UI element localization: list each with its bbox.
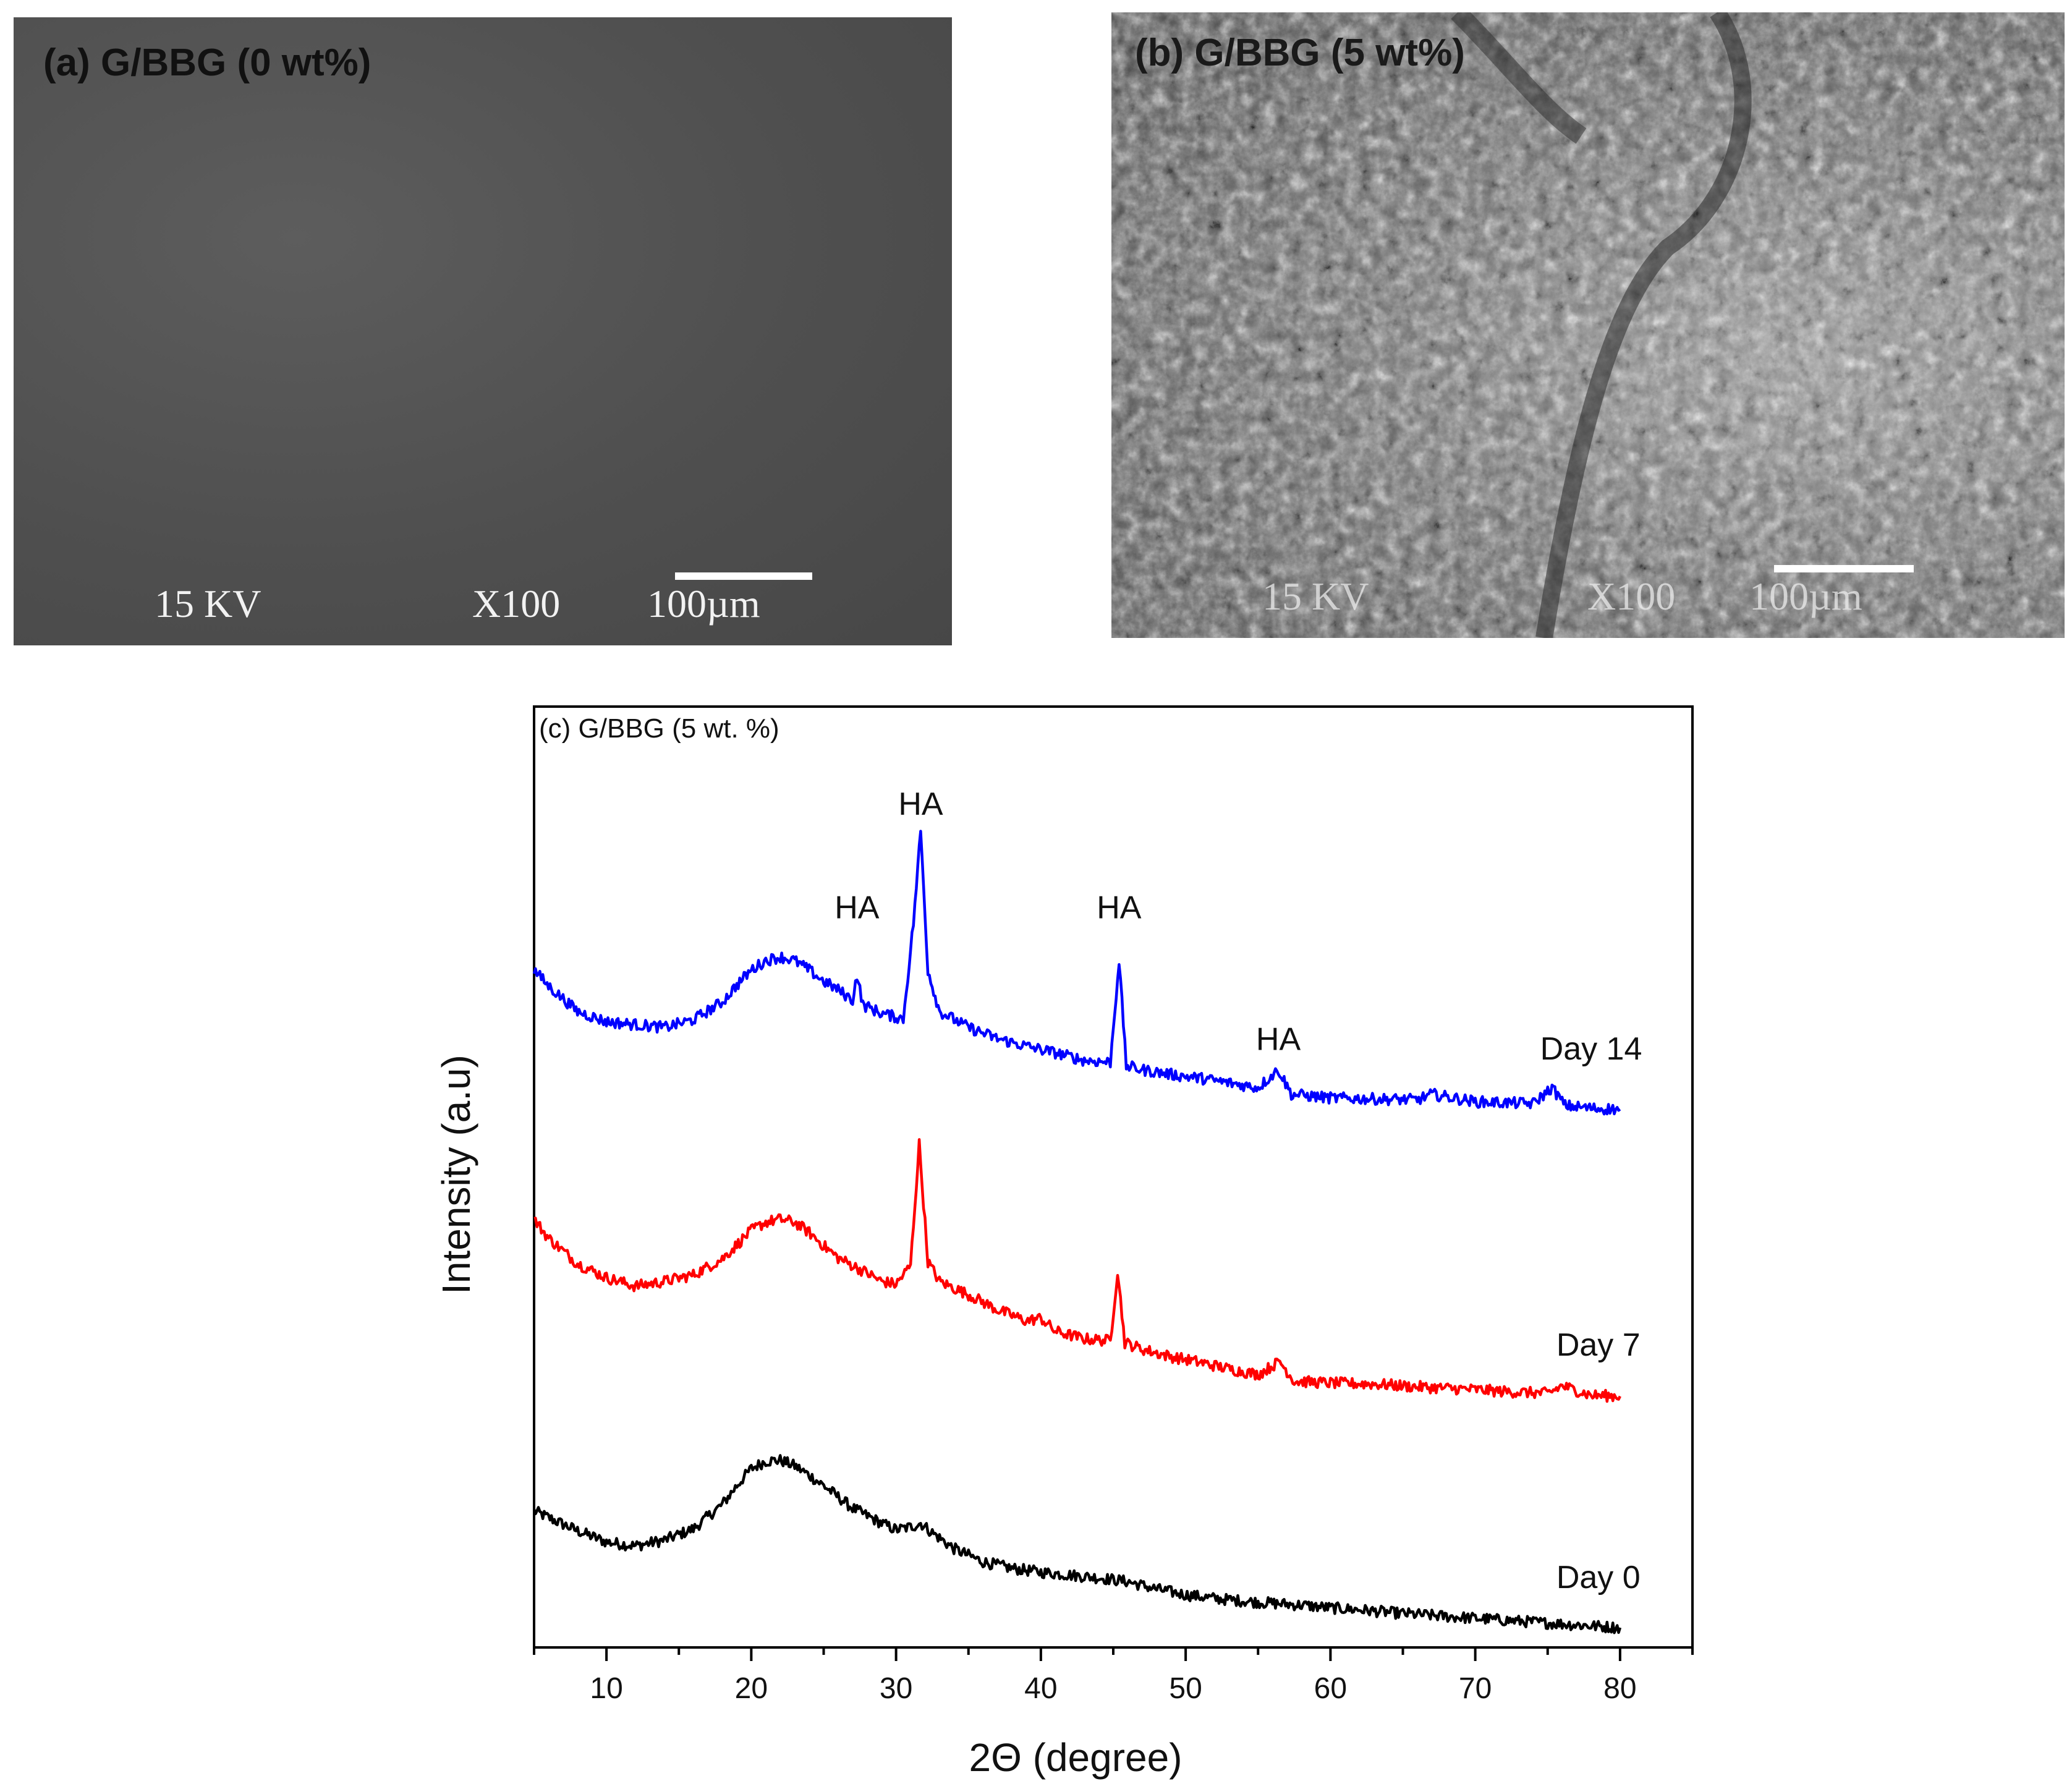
panel-a-voltage: 15 KV	[155, 582, 261, 626]
series-line-day-14	[532, 830, 1621, 1116]
series-label: Day 14	[1540, 1031, 1642, 1067]
series-label: Day 7	[1556, 1327, 1641, 1363]
chart-labels: HA HA HA HA Day 14 Day 7 Day 0	[834, 786, 1642, 1596]
panel-a-scale-bar	[675, 572, 812, 580]
plot-frame	[533, 705, 1694, 1649]
x-tick-label: 20	[735, 1672, 768, 1705]
panel-b-scale-label: 100µm	[1749, 574, 1862, 618]
peak-annotation: HA	[898, 786, 943, 822]
x-axis-label: 2Θ (degree)	[969, 1735, 1182, 1780]
y-axis-label: Intensity (a.u)	[434, 1055, 478, 1294]
x-tick-label: 40	[1024, 1672, 1057, 1705]
series-lines	[532, 830, 1622, 1634]
sem-image-b: (b) G/BBG (5 wt%) 15 KV X100 100µm	[1111, 12, 2065, 638]
x-tick-label: 80	[1603, 1672, 1636, 1705]
peak-annotation: HA	[1256, 1022, 1301, 1058]
sem-b-texture	[1111, 12, 2065, 638]
x-tick-label: 50	[1169, 1672, 1202, 1705]
x-axis-ticks: 10 20 30 40 50 60 70 80	[533, 1647, 1694, 1705]
peak-annotation: HA	[1097, 890, 1142, 925]
x-tick-label: 30	[880, 1672, 912, 1705]
xrd-chart: 10 20 30 40 50 60 70 80 HA HA HA HA Day 14 Day 7 Day …	[434, 705, 1694, 1780]
panel-b-scale-bar	[1774, 565, 1914, 572]
panel-b-voltage: 15 KV	[1262, 574, 1369, 618]
panel-a-title: (a) G/BBG (0 wt%)	[43, 41, 372, 84]
panel-a-scale-label: 100µm	[647, 582, 760, 626]
x-tick-label: 70	[1459, 1672, 1492, 1705]
sem-image-a: (a) G/BBG (0 wt%) 15 KV X100 100µm	[14, 17, 952, 645]
panel-b-magnification: X100	[1587, 574, 1676, 618]
panel-b-title: (b) G/BBG (5 wt%)	[1135, 32, 1465, 74]
x-tick-label: 10	[590, 1672, 622, 1705]
series-line-day-7	[533, 1138, 1621, 1403]
chart-title: (c) G/BBG (5 wt. %)	[539, 713, 779, 744]
series-label: Day 0	[1556, 1560, 1641, 1596]
panel-a-magnification: X100	[472, 582, 561, 626]
series-line-day-0	[532, 1454, 1622, 1634]
peak-annotation: HA	[834, 890, 880, 925]
x-tick-label: 60	[1314, 1672, 1347, 1705]
